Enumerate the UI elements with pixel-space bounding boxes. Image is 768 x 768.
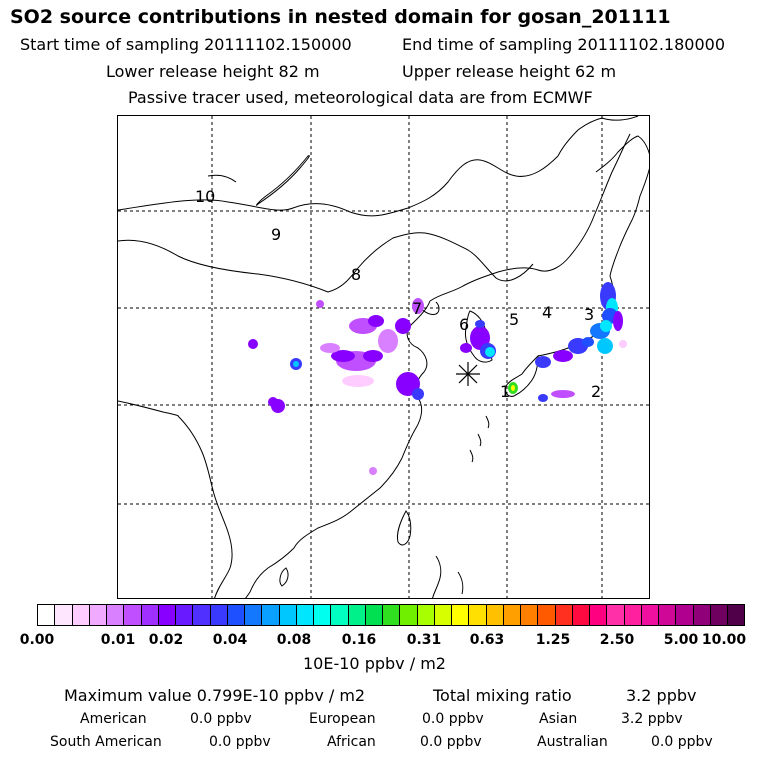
region-label: 3 (584, 305, 594, 324)
color-scale-cell (176, 605, 194, 625)
start-time: Start time of sampling 20111102.150000 (20, 35, 352, 54)
australian-value: 0.0 ppbv (651, 734, 713, 750)
color-scale-cell (659, 605, 677, 625)
color-scale-cell (158, 605, 176, 625)
color-scale-cell (107, 605, 125, 625)
african-value: 0.0 ppbv (420, 734, 482, 750)
lower-release-height: Lower release height 82 m (106, 62, 320, 81)
region-label: 6 (459, 315, 469, 334)
so2-contribution-field (248, 282, 627, 475)
scale-tick: 10.00 (701, 632, 747, 648)
region-label: 7 (412, 299, 422, 318)
south-american-label: South American (50, 734, 162, 750)
color-scale-cell (555, 605, 573, 625)
scale-units: 10E-10 ppbv / m2 (303, 654, 446, 673)
upper-release-height: Upper release height 62 m (402, 62, 617, 81)
scale-tick: 0.02 (148, 632, 184, 648)
european-value: 0.0 ppbv (422, 711, 484, 727)
asian-value: 3.2 ppbv (621, 711, 683, 727)
color-scale-cell (348, 605, 366, 625)
max-value: Maximum value 0.799E-10 ppbv / m2 (64, 686, 366, 705)
color-scale-cell (538, 605, 556, 625)
end-time: End time of sampling 20111102.180000 (402, 35, 725, 54)
european-label: European (309, 711, 376, 727)
region-label: 8 (351, 265, 361, 284)
scale-tick: 0.01 (100, 632, 136, 648)
color-scale-cell (400, 605, 418, 625)
scale-tick: 1.25 (535, 632, 571, 648)
color-scale-cell (469, 605, 487, 625)
total-mixing-ratio-label: Total mixing ratio (433, 686, 572, 705)
coastlines (118, 116, 649, 598)
region-label: 9 (271, 225, 281, 244)
color-scale-cell (607, 605, 625, 625)
color-scale-cell (296, 605, 314, 625)
color-scale-cell (124, 605, 142, 625)
african-label: African (327, 734, 376, 750)
color-scale-cell (572, 605, 590, 625)
asterisk-receptor-icon (456, 362, 480, 386)
color-scale-cell (331, 605, 349, 625)
color-scale-cell (521, 605, 539, 625)
color-scale-cell (89, 605, 107, 625)
color-scale-cell (710, 605, 728, 625)
scale-tick: 0.31 (406, 632, 442, 648)
map-panel: 1 2 3 4 5 6 7 8 9 10 (117, 115, 650, 599)
color-scale-cell (728, 605, 745, 625)
color-scale-cell (262, 605, 280, 625)
region-label: 1 (500, 382, 510, 401)
color-scale-bar (37, 604, 745, 626)
color-scale-cell (641, 605, 659, 625)
scale-tick: 5.00 (663, 632, 699, 648)
region-label: 10 (195, 187, 215, 206)
region-label: 4 (542, 303, 552, 322)
scale-tick: 0.63 (469, 632, 505, 648)
page-title: SO2 source contributions in nested domai… (10, 6, 671, 28)
region-labels: 1 2 3 4 5 6 7 8 9 10 (195, 187, 601, 401)
color-scale-cell (383, 605, 401, 625)
scale-tick: 0.04 (212, 632, 248, 648)
scale-tick: 0.16 (341, 632, 377, 648)
color-scale-cell (486, 605, 504, 625)
color-scale-cell (141, 605, 159, 625)
color-scale-cell (365, 605, 383, 625)
color-scale-cell (434, 605, 452, 625)
australian-label: Australian (537, 734, 608, 750)
color-scale-cell (55, 605, 73, 625)
map-canvas: 1 2 3 4 5 6 7 8 9 10 (118, 116, 649, 598)
color-scale-cell (693, 605, 711, 625)
color-scale-cell (503, 605, 521, 625)
region-label: 2 (591, 382, 601, 401)
scale-tick: 0.08 (276, 632, 312, 648)
color-scale-cell (245, 605, 263, 625)
color-scale-cell (590, 605, 608, 625)
south-american-value: 0.0 ppbv (209, 734, 271, 750)
color-scale-cell (193, 605, 211, 625)
asian-label: Asian (539, 711, 578, 727)
color-scale-cell (72, 605, 90, 625)
scale-tick: 2.50 (599, 632, 635, 648)
color-scale-cell (676, 605, 694, 625)
color-scale-cell (227, 605, 245, 625)
region-label: 5 (509, 310, 519, 329)
color-scale-cell (210, 605, 228, 625)
color-scale-cell (314, 605, 332, 625)
color-scale-cell (452, 605, 470, 625)
color-scale-cell (279, 605, 297, 625)
american-label: American (80, 711, 147, 727)
color-scale-cell (38, 605, 56, 625)
total-mixing-ratio-value: 3.2 ppbv (626, 686, 697, 705)
american-value: 0.0 ppbv (190, 711, 252, 727)
color-scale-cell (624, 605, 642, 625)
scale-tick: 0.00 (19, 632, 55, 648)
tracer-note: Passive tracer used, meteorological data… (128, 88, 593, 107)
color-scale-cell (417, 605, 435, 625)
